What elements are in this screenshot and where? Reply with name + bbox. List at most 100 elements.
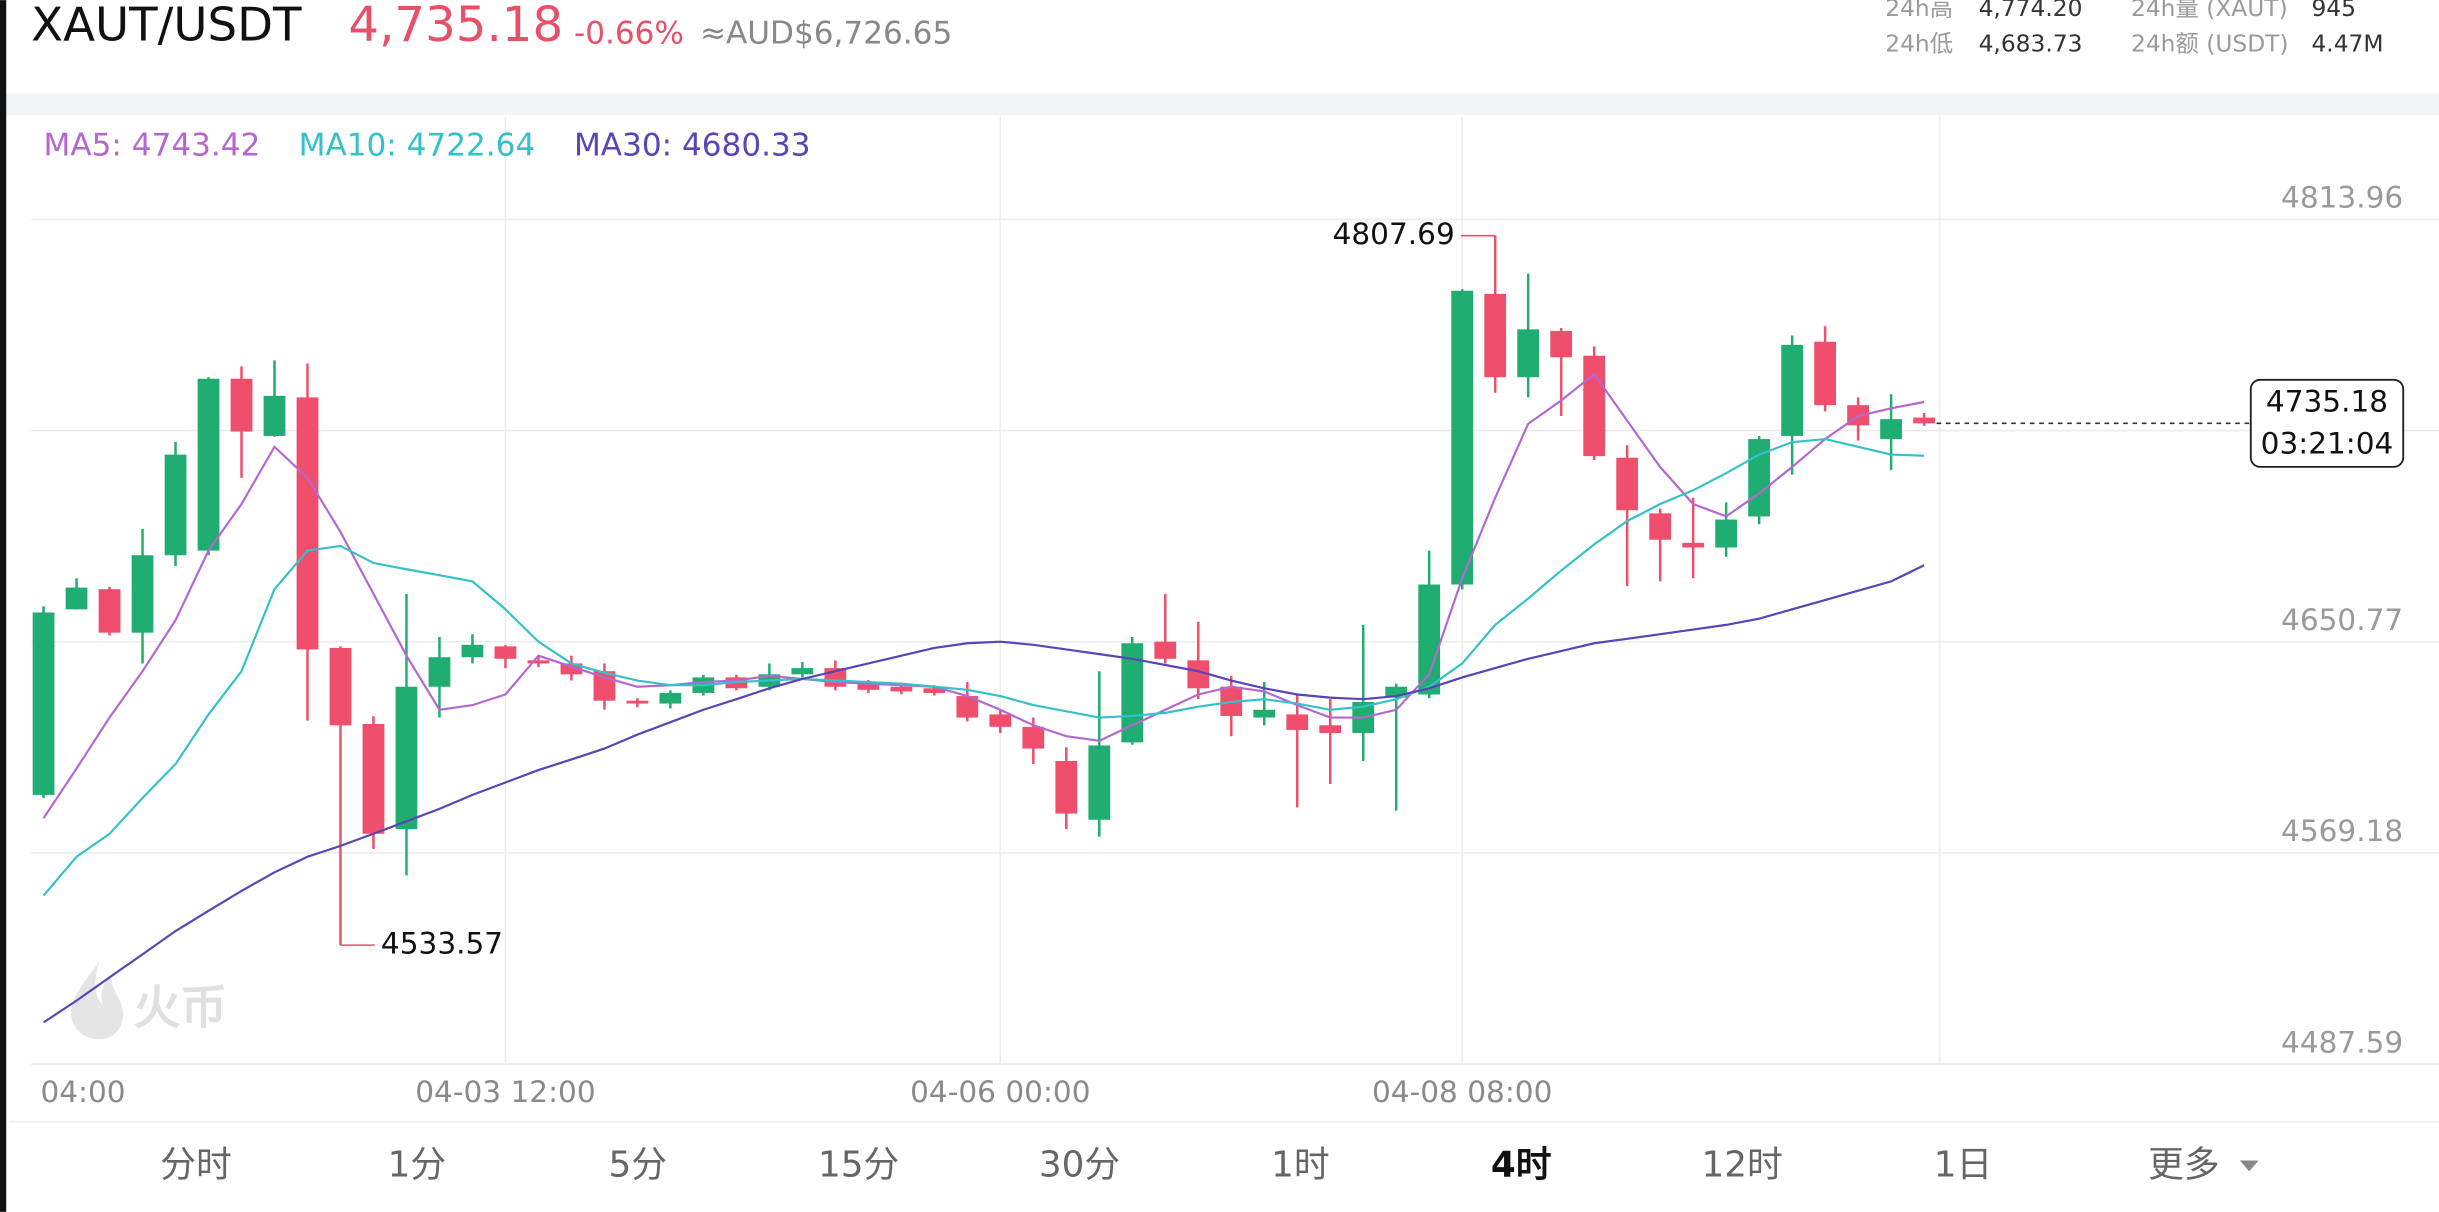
x-tick-label: 04-08 08:00 <box>1372 1075 1552 1109</box>
candle-body <box>1022 726 1045 749</box>
candle-body <box>1451 290 1474 585</box>
candle-body <box>32 612 55 795</box>
stat-value: 945 <box>2311 0 2356 22</box>
chart-card <box>9 115 2439 1212</box>
stat-value: 4,774.20 <box>1979 0 2083 22</box>
timeframe-tab[interactable]: 15分 <box>818 1145 899 1186</box>
watermark: 火币 <box>71 961 227 1040</box>
candle-body <box>1187 660 1210 689</box>
candle-body <box>98 589 121 633</box>
candle-body <box>527 660 550 664</box>
timeframe-tab[interactable]: 12时 <box>1702 1145 1783 1186</box>
candle-body <box>131 555 154 633</box>
stat-value: 4,683.73 <box>1979 30 2083 58</box>
change: -0.66% <box>574 15 684 51</box>
candle-body <box>1715 519 1738 548</box>
candle-body <box>923 688 946 693</box>
y-tick-label: 4487.59 <box>2281 1025 2403 1059</box>
candle-body <box>1385 686 1408 698</box>
candle-body <box>1253 709 1276 718</box>
candle-body <box>1088 745 1111 820</box>
timeframe-tab[interactable]: 5分 <box>608 1145 667 1186</box>
candle-body <box>1286 714 1309 730</box>
price-tag <box>2249 378 2405 468</box>
timeframe-tab[interactable]: 更多 <box>2148 1145 2220 1186</box>
candle-body <box>230 378 253 432</box>
candle-body <box>296 397 319 650</box>
candle-body <box>956 696 979 718</box>
price-tag-value: 4735.18 <box>2266 385 2388 419</box>
y-tick-label: 4650.77 <box>2281 603 2403 637</box>
candle-body <box>1649 513 1672 540</box>
candle-body <box>626 700 649 704</box>
candle-body <box>1682 542 1705 548</box>
timeframe-tab[interactable]: 1分 <box>388 1145 447 1186</box>
candle-body <box>1550 330 1573 358</box>
timeframe-tabs: 分时 1分 5分 15分 30分 1时 4时 12时 1日 更多 <box>160 1145 2259 1186</box>
ma-line <box>42 372 1925 819</box>
candle-body <box>1517 329 1540 378</box>
candle-body <box>395 686 418 830</box>
stat-value: 4.47M <box>2311 30 2383 58</box>
candle-body <box>857 683 880 690</box>
y-tick-label: 4569.18 <box>2281 814 2403 848</box>
stat-label: 24h额 (USDT) <box>2131 30 2289 58</box>
candle-body <box>1880 419 1902 440</box>
candle-body <box>1121 643 1144 743</box>
candle-body <box>461 644 484 658</box>
x-tick-label: 04:00 <box>40 1075 125 1109</box>
candle-body <box>263 395 286 436</box>
dropdown-arrow[interactable] <box>2239 1160 2259 1172</box>
candle-body <box>890 686 913 692</box>
candle-body <box>1814 341 1837 406</box>
stat-label: 24h量 (XAUT) <box>2131 0 2288 22</box>
candle-body <box>428 657 451 687</box>
candle-body <box>659 692 682 704</box>
watermark-text: 火币 <box>134 982 227 1036</box>
timeframe-tab[interactable]: 4时 <box>1491 1145 1552 1186</box>
symbol[interactable]: XAUT/USDT <box>31 0 302 53</box>
watermark-icon <box>71 961 124 1040</box>
candle-body <box>1616 457 1639 511</box>
candle-body <box>1913 417 1935 424</box>
x-tick-label: 04-03 12:00 <box>415 1075 595 1109</box>
screen-edge <box>0 0 7 1212</box>
y-tick-label: 4813.96 <box>2281 181 2403 215</box>
high-annotation: 4807.69 <box>1333 217 1455 251</box>
candle-body <box>1055 761 1078 814</box>
candle-body <box>1484 293 1507 378</box>
candle-body <box>362 723 385 834</box>
low-annotation: 4533.57 <box>381 927 503 961</box>
candle-body <box>197 378 220 551</box>
candle-body <box>1319 725 1342 734</box>
plot-area: 4487.59 4569.18 4650.77 4813.96 04:00 04-03 1… <box>31 116 2439 1109</box>
legend: MA5: 4743.42 MA10: 4722.64 MA30: 4680.33 <box>44 127 811 163</box>
timeframe-tab[interactable]: 分时 <box>160 1145 232 1186</box>
candle-body <box>1154 641 1177 659</box>
stat-label: 24h高 <box>1885 0 1953 22</box>
candle-body <box>329 647 352 726</box>
candle-body <box>1418 584 1441 695</box>
candle-body <box>1583 355 1606 457</box>
candle-body <box>65 587 88 610</box>
fiat-price: ≈AUD$6,726.65 <box>700 15 952 51</box>
price-tag-countdown: 03:21:04 <box>2261 427 2394 461</box>
timeframe-tab[interactable]: 1日 <box>1934 1145 1993 1186</box>
ma-line <box>42 437 1925 897</box>
candle-body <box>989 714 1012 727</box>
legend-entry: MA30: 4680.33 <box>574 127 811 163</box>
candle-body <box>164 454 187 556</box>
separator-band <box>0 93 2439 116</box>
stat-label: 24h低 <box>1885 30 1953 58</box>
legend-entry: MA5: 4743.42 <box>44 127 261 163</box>
candle-body <box>791 668 814 675</box>
timeframe-tab[interactable]: 30分 <box>1039 1145 1120 1186</box>
timeframe-tab[interactable]: 1时 <box>1271 1145 1330 1186</box>
candle-body <box>560 663 583 675</box>
legend-entry: MA10: 4722.64 <box>299 127 536 163</box>
last-price: 4,735.18 <box>348 0 563 53</box>
x-tick-label: 04-06 00:00 <box>910 1075 1090 1109</box>
